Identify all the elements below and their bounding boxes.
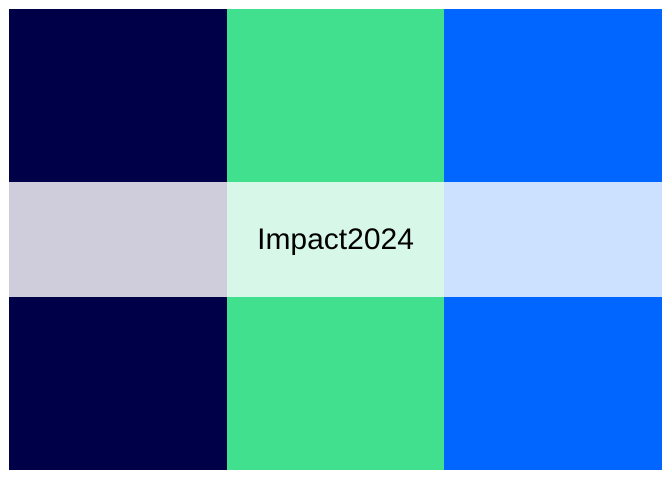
swatch-blue-bottom xyxy=(444,297,662,470)
palette-name-label: Impact2024 xyxy=(257,222,414,256)
color-palette-swatch-grid: Impact2024 xyxy=(9,9,662,470)
swatch-blue-top xyxy=(444,9,662,182)
swatch-navy-bottom xyxy=(9,297,227,470)
swatch-green-tint: Impact2024 xyxy=(227,182,444,297)
swatch-blue-tint xyxy=(444,182,662,297)
swatch-navy-tint xyxy=(9,182,227,297)
swatch-green-top xyxy=(227,9,444,182)
swatch-green-bottom xyxy=(227,297,444,470)
swatch-navy-top xyxy=(9,9,227,182)
